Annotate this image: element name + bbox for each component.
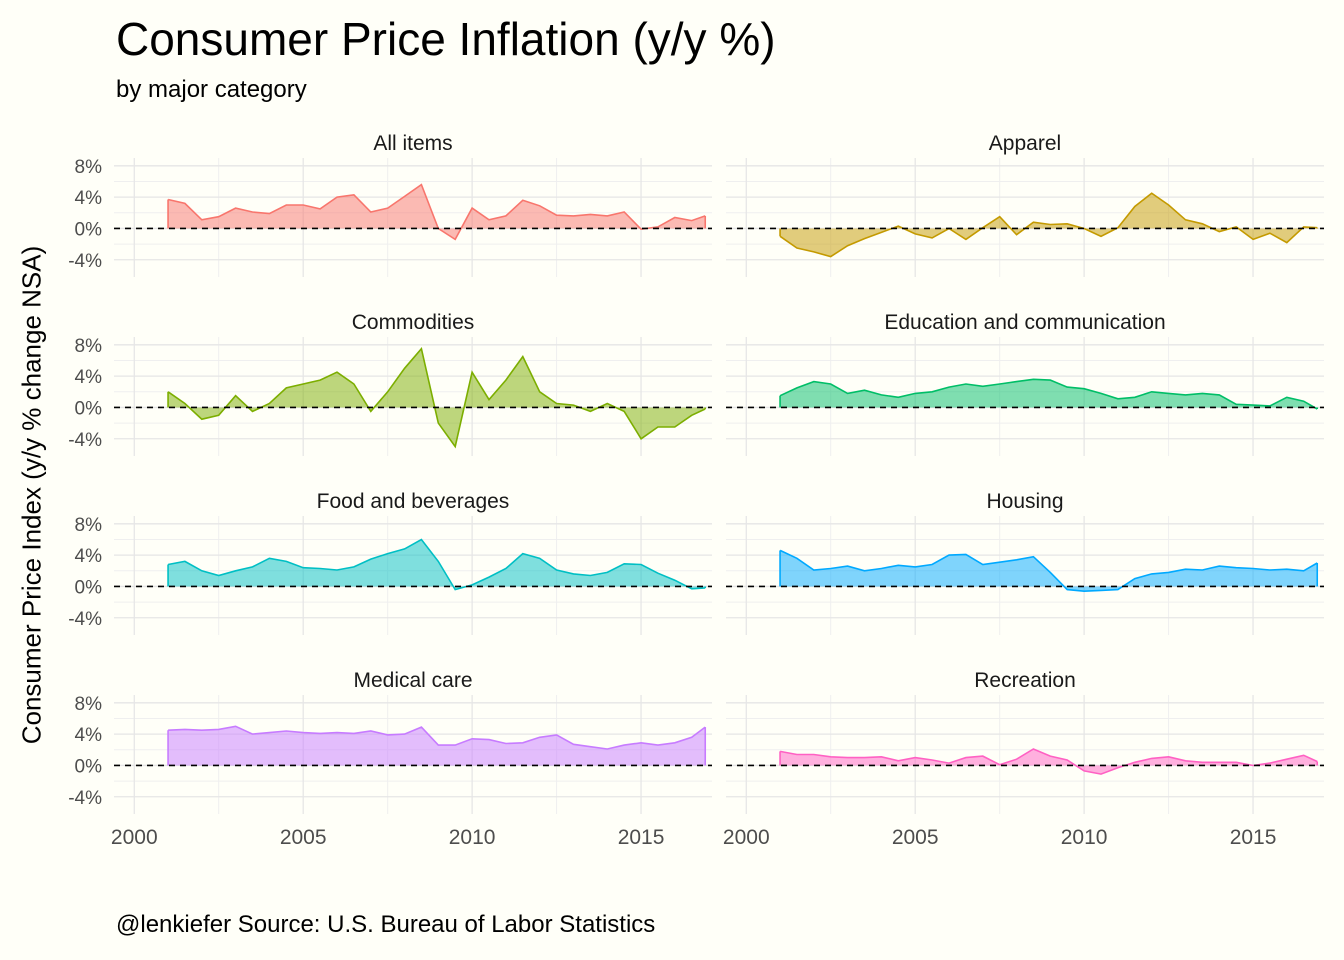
x-tick-label: 2015 [618,826,665,849]
area-commodities [168,348,706,447]
y-tick-label: 8% [75,157,103,178]
area-education-and-communication [780,379,1318,409]
line-recreation [779,748,1318,775]
area-food-and-beverages [168,539,706,590]
x-tick-label: 2015 [1230,826,1277,849]
chart-title: Consumer Price Inflation (y/y %) [116,13,776,65]
facet-label-food-and-beverages: Food and beverages [317,490,510,513]
y-tick-label: 0% [75,219,103,240]
y-tick-label: 0% [75,398,103,419]
y-tick-label: 4% [75,367,103,388]
x-tick-label: 2000 [723,826,770,849]
facet-label-commodities: Commodities [352,311,475,334]
chart-caption: @lenkiefer Source: U.S. Bureau of Labor … [116,911,656,938]
y-tick-label: -4% [68,430,102,451]
facet-commodities: Commodities -4% 0% 4% 8% [68,311,712,456]
y-tick-label: 4% [75,188,103,209]
facet-food-and-beverages: Food and beverages -4% 0% 4% 8% [68,490,712,635]
y-tick-label: -4% [68,609,102,630]
area-housing [780,550,1318,592]
x-tick-label: 2000 [111,826,158,849]
y-tick-label: 8% [75,694,103,715]
y-tick-label: 4% [75,725,103,746]
y-tick-label: 0% [75,756,103,777]
line-food-and-beverages [167,538,706,591]
area-recreation [780,749,1318,775]
facet-label-all-items: All items [373,132,452,155]
y-tick-label: 0% [75,577,103,598]
x-tick-label: 2005 [892,826,939,849]
facet-all-items: All items -4% 0% 4% 8% [68,132,712,277]
y-tick-label: 4% [75,546,103,567]
facet-apparel: Apparel [726,132,1324,277]
facet-label-apparel: Apparel [989,132,1061,155]
line-housing [779,549,1318,593]
x-tick-label: 2010 [1061,826,1108,849]
facet-label-recreation: Recreation [974,669,1076,692]
facet-label-housing: Housing [986,490,1063,513]
line-apparel [779,192,1318,258]
line-commodities [167,346,706,449]
y-tick-label: -4% [68,788,102,809]
area-all-items [168,184,706,240]
line-education-and-communication [779,378,1318,410]
y-tick-label: -4% [68,251,102,272]
x-tick-label: 2010 [449,826,496,849]
area-medical-care [168,726,706,766]
y-tick-label: 8% [75,336,103,357]
x-tick-label: 2005 [280,826,327,849]
line-medical-care [168,725,706,750]
chart-subtitle: by major category [116,76,307,103]
facet-label-medical-care: Medical care [353,669,472,692]
facet-housing: Housing [726,490,1324,635]
facet-medical-care: Medical care -4% 0% 4% 8% 2000 2005 2010 2015 [68,669,712,849]
facet-education-and-communication: Education and communication [726,311,1324,456]
y-tick-label: 8% [75,515,103,536]
facet-label-education-and-communication: Education and communication [884,311,1165,334]
facet-recreation: Recreation 2000 2005 2010 2015 [723,669,1324,849]
